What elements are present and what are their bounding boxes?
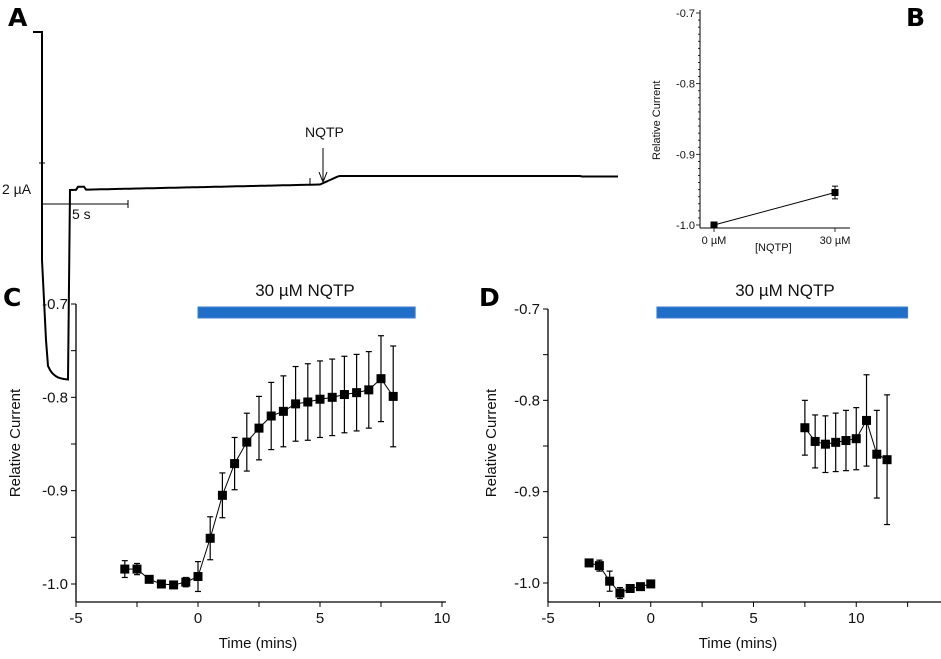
b-y-axis-title: Relative Current bbox=[651, 81, 663, 160]
c-data-point bbox=[217, 490, 227, 500]
d-data-point bbox=[882, 455, 892, 465]
b-y-tick-label: -1.0 bbox=[676, 220, 695, 232]
c-data-point bbox=[352, 388, 362, 398]
c-y-tick-label: -1.0 bbox=[42, 576, 68, 593]
b-data-point bbox=[710, 221, 718, 229]
d-data-point bbox=[862, 415, 872, 425]
scale-bar-x-label: 5 s bbox=[72, 206, 91, 222]
d-data-point bbox=[841, 436, 851, 446]
c-data-point bbox=[266, 411, 276, 421]
panel-label-d: D bbox=[479, 283, 500, 312]
c-data-point bbox=[376, 374, 386, 384]
c-data-point bbox=[327, 392, 337, 402]
d-y-tick-label: -0.7 bbox=[514, 301, 540, 318]
d-y-tick-label: -1.0 bbox=[514, 575, 540, 592]
c-y-tick-label: -0.7 bbox=[42, 296, 68, 313]
d-x-axis-title: Time (mins) bbox=[699, 635, 778, 652]
panel-label-a: A bbox=[8, 3, 28, 32]
c-data-point bbox=[156, 579, 166, 589]
scale-bar-y-label: 2 µA bbox=[2, 181, 32, 197]
c-data-point bbox=[339, 390, 349, 400]
c-data-point bbox=[169, 580, 179, 590]
c-data-point bbox=[120, 564, 130, 574]
current-trace bbox=[33, 31, 618, 381]
d-y-axis-title: Relative Current bbox=[483, 388, 500, 497]
b-y-tick-label: -0.7 bbox=[676, 8, 695, 20]
c-data-point bbox=[242, 437, 252, 447]
d-treatment-bar bbox=[656, 306, 909, 319]
d-data-point bbox=[810, 436, 820, 446]
c-data-point bbox=[132, 564, 142, 574]
d-x-tick-label: 5 bbox=[749, 610, 757, 627]
d-data-point bbox=[800, 423, 810, 433]
nqtp-annotation: NQTP bbox=[305, 124, 344, 140]
d-data-point bbox=[872, 449, 882, 459]
b-x-tick-label: 0 µM bbox=[702, 235, 727, 247]
c-data-point bbox=[364, 385, 374, 395]
d-data-point bbox=[605, 576, 615, 586]
b-x-axis-title: [NQTP] bbox=[755, 242, 792, 254]
c-series-line bbox=[221, 463, 236, 496]
d-y-tick-label: -0.8 bbox=[514, 392, 540, 409]
d-data-point bbox=[615, 588, 625, 598]
d-data-point bbox=[594, 561, 604, 571]
c-data-point bbox=[303, 397, 313, 407]
c-data-point bbox=[388, 391, 398, 401]
c-data-point bbox=[291, 399, 301, 409]
c-data-point bbox=[315, 394, 325, 404]
d-data-point bbox=[635, 582, 645, 592]
c-x-tick-label: 5 bbox=[316, 610, 324, 627]
b-y-tick-label: -0.9 bbox=[676, 149, 695, 161]
d-data-point bbox=[625, 583, 635, 593]
c-y-axis-title: Relative Current bbox=[7, 388, 24, 497]
c-data-point bbox=[144, 574, 154, 584]
panel-b-chart: Relative Current [NQTP] -0.7 -0.8 -0.9 -1.0… bbox=[651, 8, 850, 254]
d-data-point bbox=[820, 439, 830, 449]
c-y-tick-label: -0.8 bbox=[42, 389, 68, 406]
c-data-point bbox=[254, 423, 264, 433]
c-x-tick-label: 0 bbox=[194, 610, 202, 627]
arrow-head-icon bbox=[318, 171, 328, 184]
c-data-point bbox=[205, 533, 215, 543]
b-series-line bbox=[713, 192, 836, 226]
d-x-tick-label: 0 bbox=[647, 610, 655, 627]
d-y-tick-label: -0.9 bbox=[514, 484, 540, 501]
d-x-tick-label: -5 bbox=[541, 610, 554, 627]
d-x-tick-label: 10 bbox=[848, 610, 865, 627]
c-data-point bbox=[181, 577, 191, 587]
c-x-axis-title: Time (mins) bbox=[219, 635, 298, 652]
c-series-line bbox=[197, 538, 211, 577]
c-x-tick-label: -5 bbox=[69, 610, 82, 627]
c-treatment-label: 30 µM NQTP bbox=[255, 281, 355, 300]
panel-d-chart: 30 µM NQTP Time (mins) Relative Current … bbox=[483, 281, 941, 652]
b-y-tick-label: -0.8 bbox=[676, 79, 695, 91]
panel-label-c: C bbox=[3, 283, 21, 312]
c-x-tick-label: 10 bbox=[434, 610, 451, 627]
c-data-point bbox=[278, 406, 288, 416]
c-treatment-bar bbox=[197, 306, 416, 319]
panel-a-trace: NQTP 2 µA 5 s bbox=[2, 31, 618, 381]
d-data-point bbox=[584, 558, 594, 568]
d-data-point bbox=[646, 579, 656, 589]
panel-label-b: B bbox=[906, 3, 925, 32]
b-x-tick-label: 30 µM bbox=[820, 235, 851, 247]
c-data-point bbox=[230, 459, 240, 469]
d-series-line bbox=[866, 420, 878, 455]
d-data-point bbox=[831, 437, 841, 447]
panel-c-chart: 30 µM NQTP Time (mins) Relative Current … bbox=[7, 281, 450, 652]
c-y-tick-label: -0.9 bbox=[42, 483, 68, 500]
d-treatment-label: 30 µM NQTP bbox=[735, 281, 835, 300]
d-data-point bbox=[851, 434, 861, 444]
c-data-point bbox=[193, 572, 203, 582]
c-series-line bbox=[209, 495, 223, 539]
b-data-point bbox=[831, 188, 839, 196]
